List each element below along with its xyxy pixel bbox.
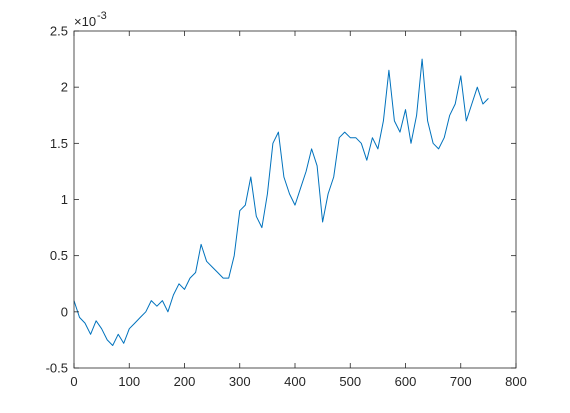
x-tick-label: 400	[284, 374, 306, 389]
x-tick-label: 700	[450, 374, 472, 389]
y-tick-label: -0.5	[46, 361, 68, 376]
x-tick-label: 0	[70, 374, 77, 389]
x-tick-label: 300	[229, 374, 251, 389]
x-axis: 0 100 200 300 400 500 600 700 800	[70, 31, 527, 389]
x-tick-label: 600	[395, 374, 417, 389]
x-tick-label: 200	[174, 374, 196, 389]
y-tick-label: 1.5	[50, 136, 68, 151]
y-multiplier-exponent: -3	[97, 10, 107, 22]
y-tick-label: 2.5	[50, 24, 68, 39]
series-line	[73, 58, 489, 346]
y-tick-label: 0	[61, 304, 68, 319]
x-tick-label: 500	[339, 374, 361, 389]
y-tick-label: 1	[61, 192, 68, 207]
x-tick-label: 100	[118, 374, 140, 389]
y-tick-label: 0.5	[50, 248, 68, 263]
y-tick-label: 2	[61, 80, 68, 95]
x-tick-label: 800	[505, 374, 527, 389]
plot-area	[74, 31, 516, 368]
y-axis: -0.5 0 0.5 1 1.5 2 2.5	[46, 24, 516, 376]
y-multiplier-label: ×10	[74, 14, 96, 29]
